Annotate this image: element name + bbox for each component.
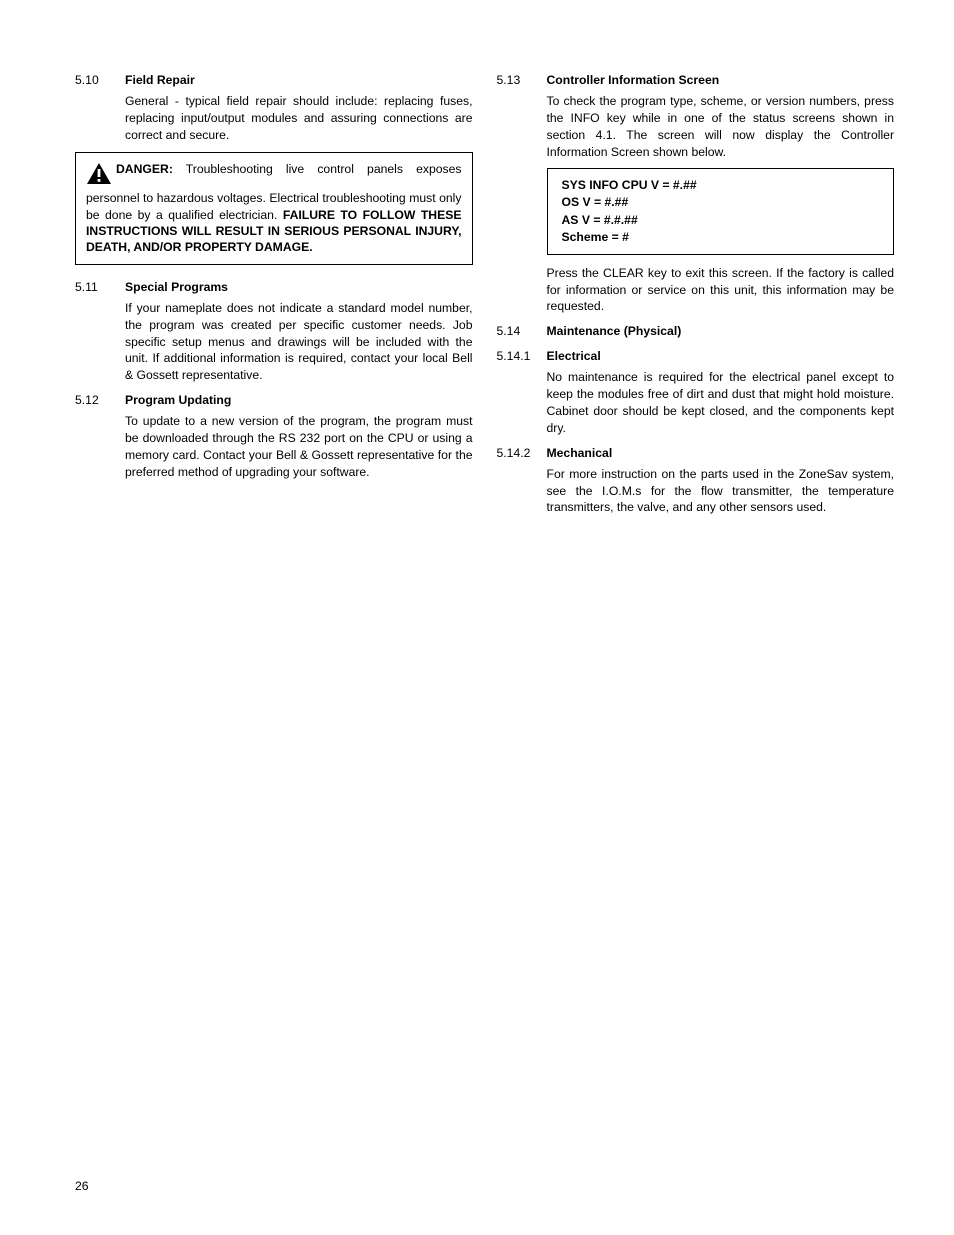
danger-label: DANGER: [116, 162, 173, 176]
section-body: General - typical field repair should in… [125, 93, 473, 143]
section-title: Electrical [547, 348, 601, 365]
section-body: No maintenance is required for the elect… [547, 369, 895, 436]
section-title: Controller Information Screen [547, 72, 720, 89]
section-number: 5.14.2 [497, 445, 547, 462]
section-title: Field Repair [125, 72, 195, 89]
page-number: 26 [75, 1179, 89, 1193]
section-5-14: 5.14 Maintenance (Physical) [497, 323, 895, 340]
screen-line-2: OS V = #.## [562, 194, 880, 211]
section-title: Program Updating [125, 392, 231, 409]
screen-line-3: AS V = #.#.## [562, 212, 880, 229]
section-5-11: 5.11 Special Programs If your nameplate … [75, 279, 473, 384]
screen-line-1: SYS INFO CPU V = #.## [562, 177, 880, 194]
section-title: Mechanical [547, 445, 613, 462]
danger-warning-box: DANGER: Troubleshooting live control pan… [75, 152, 473, 265]
section-body: To update to a new version of the progra… [125, 413, 473, 480]
section-title: Maintenance (Physical) [547, 323, 682, 340]
two-column-layout: 5.10 Field Repair General - typical fiel… [75, 72, 894, 524]
section-body: To check the program type, scheme, or ve… [547, 93, 895, 160]
section-number: 5.14 [497, 323, 547, 340]
section-5-14-2: 5.14.2 Mechanical For more instruction o… [497, 445, 895, 517]
section-title: Special Programs [125, 279, 228, 296]
section-number: 5.14.1 [497, 348, 547, 365]
section-5-14-1: 5.14.1 Electrical No maintenance is requ… [497, 348, 895, 436]
controller-info-screen-box: SYS INFO CPU V = #.## OS V = #.## AS V =… [547, 168, 895, 254]
section-5-10: 5.10 Field Repair General - typical fiel… [75, 72, 473, 144]
section-body-after: Press the CLEAR key to exit this screen.… [547, 265, 895, 315]
section-number: 5.10 [75, 72, 125, 89]
section-5-12: 5.12 Program Updating To update to a new… [75, 392, 473, 480]
document-page: 5.10 Field Repair General - typical fiel… [0, 0, 954, 1235]
section-body: For more instruction on the parts used i… [547, 466, 895, 516]
section-5-13: 5.13 Controller Information Screen To ch… [497, 72, 895, 315]
section-body: If your nameplate does not indicate a st… [125, 300, 473, 384]
screen-line-4: Scheme = # [562, 229, 880, 246]
section-number: 5.11 [75, 279, 125, 296]
left-column: 5.10 Field Repair General - typical fiel… [75, 72, 473, 524]
section-number: 5.12 [75, 392, 125, 409]
right-column: 5.13 Controller Information Screen To ch… [497, 72, 895, 524]
section-number: 5.13 [497, 72, 547, 89]
warning-triangle-icon [86, 162, 112, 190]
